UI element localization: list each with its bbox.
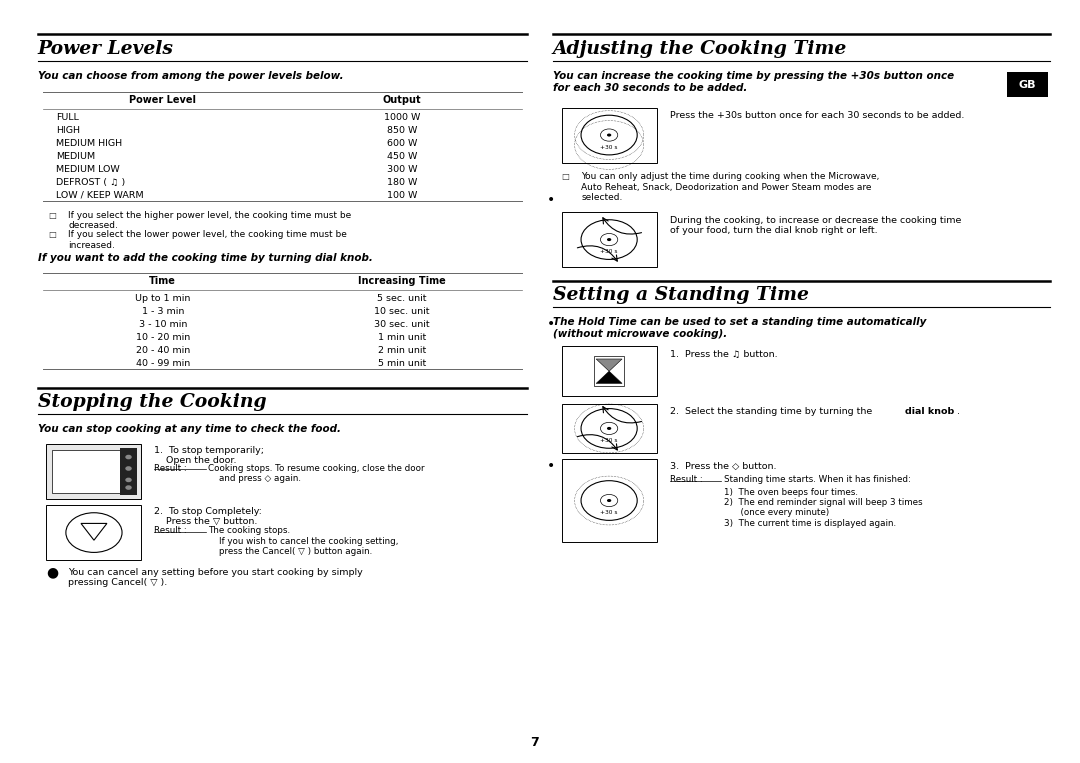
Text: Increasing Time: Increasing Time <box>359 276 446 286</box>
Text: 10 sec. unit: 10 sec. unit <box>375 307 430 316</box>
Text: GB: GB <box>1018 79 1036 90</box>
Text: LOW / KEEP WARM: LOW / KEEP WARM <box>56 191 144 200</box>
Text: 30 sec. unit: 30 sec. unit <box>374 320 430 329</box>
Text: 300 W: 300 W <box>387 165 417 174</box>
Bar <box>562 346 657 396</box>
Text: 40 - 99 min: 40 - 99 min <box>136 359 190 368</box>
Text: During the cooking, to increase or decrease the cooking time
of your food, turn : During the cooking, to increase or decre… <box>670 216 961 235</box>
Text: 1.  To stop temporarily;
    Open the door.: 1. To stop temporarily; Open the door. <box>154 446 265 465</box>
Circle shape <box>607 238 611 241</box>
Text: The Hold Time can be used to set a standing time automatically
(without microwav: The Hold Time can be used to set a stand… <box>553 317 927 339</box>
Text: Output: Output <box>382 95 421 105</box>
Text: If you want to add the cooking time by turning dial knob.: If you want to add the cooking time by t… <box>38 253 373 263</box>
Text: 3.  Press the ◇ button.: 3. Press the ◇ button. <box>670 462 777 471</box>
Text: 450 W: 450 W <box>387 152 417 161</box>
Text: □: □ <box>49 211 56 220</box>
Text: .: . <box>957 407 960 417</box>
Text: Setting a Standing Time: Setting a Standing Time <box>553 286 809 304</box>
Text: Stopping the Cooking: Stopping the Cooking <box>38 393 267 411</box>
Text: +30 s: +30 s <box>600 510 618 515</box>
Circle shape <box>607 499 611 502</box>
Text: 1 min unit: 1 min unit <box>378 333 427 342</box>
Text: 1)  The oven beeps four times.
2)  The end reminder signal will beep 3 times
   : 1) The oven beeps four times. 2) The end… <box>724 488 922 528</box>
Circle shape <box>125 485 132 490</box>
Text: The cooking stops.
    If you wish to cancel the cooking setting,
    press the : The cooking stops. If you wish to cancel… <box>208 526 399 556</box>
Text: 5 min unit: 5 min unit <box>378 359 427 368</box>
Text: You can stop cooking at any time to check the food.: You can stop cooking at any time to chec… <box>38 424 341 434</box>
Text: HIGH: HIGH <box>56 126 80 135</box>
Bar <box>562 108 657 163</box>
Text: 2.  Select the standing time by turning the: 2. Select the standing time by turning t… <box>670 407 875 417</box>
Polygon shape <box>596 372 622 384</box>
Text: FULL: FULL <box>56 113 79 122</box>
Text: 180 W: 180 W <box>387 178 417 187</box>
Text: 2 min unit: 2 min unit <box>378 346 427 355</box>
Text: +30 s: +30 s <box>600 145 618 150</box>
Bar <box>46 444 141 499</box>
Text: Power Levels: Power Levels <box>38 40 174 58</box>
Text: Power Level: Power Level <box>130 95 197 105</box>
Text: 850 W: 850 W <box>387 126 417 135</box>
Text: 1 - 3 min: 1 - 3 min <box>141 307 184 316</box>
Circle shape <box>607 427 611 430</box>
Bar <box>562 459 657 542</box>
Text: Result :: Result : <box>154 526 187 536</box>
Text: Result :: Result : <box>670 475 702 485</box>
Bar <box>562 212 657 267</box>
Text: dial knob: dial knob <box>905 407 955 417</box>
Text: DEFROST ( ♫ ): DEFROST ( ♫ ) <box>56 178 125 187</box>
Text: •: • <box>546 317 555 331</box>
Bar <box>120 448 137 495</box>
Text: Result :: Result : <box>154 464 187 473</box>
Bar <box>1007 72 1048 97</box>
Text: 10 - 20 min: 10 - 20 min <box>136 333 190 342</box>
Circle shape <box>125 478 132 482</box>
Text: Press the +30s button once for each 30 seconds to be added.: Press the +30s button once for each 30 s… <box>670 111 964 121</box>
Text: If you select the higher power level, the cooking time must be
decreased.: If you select the higher power level, th… <box>68 211 351 230</box>
Bar <box>46 505 141 560</box>
Circle shape <box>125 466 132 471</box>
Text: +30 s: +30 s <box>600 250 618 254</box>
Text: 3 - 10 min: 3 - 10 min <box>138 320 187 329</box>
Text: •: • <box>546 193 555 207</box>
Text: Adjusting the Cooking Time: Adjusting the Cooking Time <box>553 40 847 58</box>
Text: ●: ● <box>46 565 58 579</box>
Text: You can increase the cooking time by pressing the +30s button once
for each 30 s: You can increase the cooking time by pre… <box>553 71 954 92</box>
Text: Cooking stops. To resume cooking, close the door
    and press ◇ again.: Cooking stops. To resume cooking, close … <box>208 464 426 483</box>
Text: □: □ <box>49 230 56 240</box>
Bar <box>594 356 624 387</box>
Text: You can only adjust the time during cooking when the Microwave,
Auto Reheat, Sna: You can only adjust the time during cook… <box>581 172 879 202</box>
Polygon shape <box>596 359 622 372</box>
Text: MEDIUM LOW: MEDIUM LOW <box>56 165 120 174</box>
Text: 1000 W: 1000 W <box>383 113 420 122</box>
Text: 5 sec. unit: 5 sec. unit <box>377 294 427 303</box>
Text: 1.  Press the ♫ button.: 1. Press the ♫ button. <box>670 350 778 359</box>
Circle shape <box>125 455 132 459</box>
Text: □: □ <box>562 172 569 182</box>
Text: MEDIUM HIGH: MEDIUM HIGH <box>56 139 122 148</box>
Bar <box>52 450 123 493</box>
Bar <box>562 404 657 453</box>
Text: You can cancel any setting before you start cooking by simply
pressing Cancel( ▽: You can cancel any setting before you st… <box>68 568 363 587</box>
Text: If you select the lower power level, the cooking time must be
increased.: If you select the lower power level, the… <box>68 230 347 250</box>
Text: 600 W: 600 W <box>387 139 417 148</box>
Text: Standing time starts. When it has finished:: Standing time starts. When it has finish… <box>724 475 910 485</box>
Text: +30 s: +30 s <box>600 438 618 443</box>
Text: MEDIUM: MEDIUM <box>56 152 95 161</box>
Text: Up to 1 min: Up to 1 min <box>135 294 190 303</box>
Text: Time: Time <box>149 276 176 286</box>
Text: 20 - 40 min: 20 - 40 min <box>136 346 190 355</box>
Text: 7: 7 <box>530 736 539 749</box>
Text: You can choose from among the power levels below.: You can choose from among the power leve… <box>38 71 343 81</box>
Circle shape <box>607 134 611 137</box>
Text: •: • <box>546 459 555 472</box>
Text: 100 W: 100 W <box>387 191 417 200</box>
Text: 2.  To stop Completely:
    Press the ▽ button.: 2. To stop Completely: Press the ▽ butto… <box>154 507 262 526</box>
